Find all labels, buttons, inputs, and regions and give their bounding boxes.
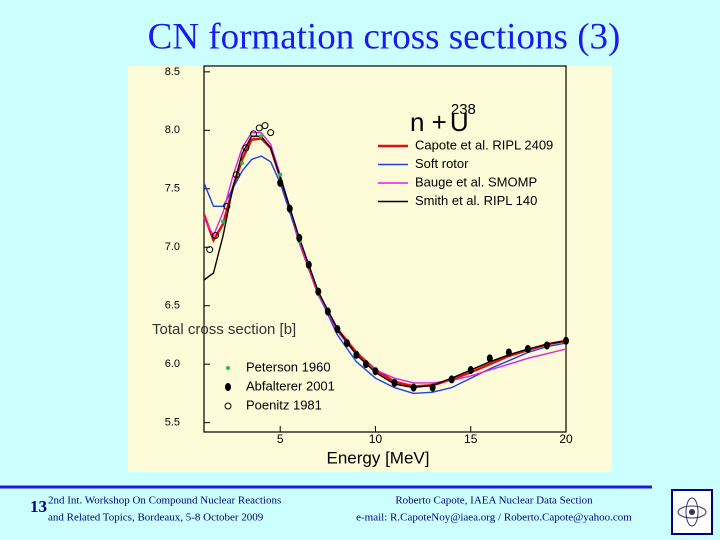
slide-title: CN formation cross sections (3)	[148, 16, 621, 57]
footer-right: e-mail: R.CapoteNoy@iaea.org / Roberto.C…	[356, 512, 632, 524]
marker	[353, 350, 360, 359]
legend-title-part: U	[450, 107, 469, 137]
marker	[261, 122, 269, 130]
y-tick-label: 8.0	[165, 124, 180, 136]
y-tick-label: 6.0	[165, 358, 180, 370]
marker	[240, 161, 245, 166]
legend-label: Capote et al. RIPL 2409	[415, 137, 553, 152]
y-tick-label: 5.5	[165, 417, 180, 429]
legend-marker	[224, 402, 232, 410]
marker	[505, 348, 512, 357]
marker	[250, 130, 258, 138]
marker	[391, 378, 398, 387]
chart-area	[128, 66, 612, 472]
marker	[429, 383, 436, 392]
marker	[277, 178, 284, 187]
footer-left: 2nd Int. Workshop On Compound Nuclear Re…	[48, 495, 281, 507]
marker	[267, 129, 275, 137]
marker	[372, 367, 379, 376]
y-tick-label: 7.0	[165, 241, 180, 253]
marker	[223, 202, 231, 210]
y-tick-label: 6.5	[165, 300, 180, 312]
legend-label: Bauge et al. SMOMP	[415, 174, 537, 189]
x-tick-label: 15	[464, 432, 478, 446]
x-tick-label: 5	[277, 432, 284, 446]
legend-title: n +238U	[410, 101, 476, 137]
marker	[410, 383, 417, 392]
marker	[343, 339, 350, 348]
marker	[255, 124, 263, 132]
x-tick-label: 10	[369, 432, 383, 446]
legend-label: Poenitz 1981	[246, 397, 322, 412]
marker	[259, 134, 264, 139]
footer-left: and Related Topics, Bordeaux, 5-8 Octobe…	[48, 512, 264, 524]
marker	[221, 219, 226, 224]
footer-right: Roberto Capote, IAEA Nuclear Data Sectio…	[395, 495, 593, 507]
x-tick-label: 20	[559, 432, 573, 446]
marker	[467, 366, 474, 375]
x-axis-label: Energy [MeV]	[327, 448, 430, 467]
legend-marker	[226, 366, 230, 370]
legend-title-part: n +	[410, 107, 447, 137]
legend-marker	[225, 383, 231, 391]
legend-label: Soft rotor	[415, 156, 469, 171]
marker	[315, 287, 322, 296]
marker	[305, 260, 312, 269]
marker	[362, 360, 369, 369]
marker	[563, 336, 569, 345]
marker	[206, 246, 214, 254]
y-tick-label: 8.5	[165, 66, 180, 78]
marker	[543, 341, 550, 350]
series-line	[203, 155, 567, 395]
legend-title-part: 238	[451, 101, 476, 118]
marker	[278, 172, 283, 177]
legend-label: Abfalterer 2001	[246, 378, 335, 393]
marker	[324, 307, 331, 316]
legend-label: Peterson 1960	[246, 359, 331, 374]
marker	[334, 325, 341, 334]
marker	[296, 233, 303, 242]
page-number: 13	[30, 497, 47, 516]
marker	[524, 344, 531, 353]
marker	[486, 354, 493, 363]
marker	[242, 144, 250, 152]
legend-label: Smith et al. RIPL 140	[415, 193, 537, 208]
y-tick-label: 7.5	[165, 183, 180, 195]
marker	[232, 171, 240, 179]
marker	[211, 232, 219, 240]
plot-frame	[203, 65, 567, 433]
y-axis-label: Total cross section [b]	[152, 321, 296, 338]
logo	[671, 489, 713, 535]
marker	[286, 204, 293, 213]
marker	[448, 375, 455, 384]
